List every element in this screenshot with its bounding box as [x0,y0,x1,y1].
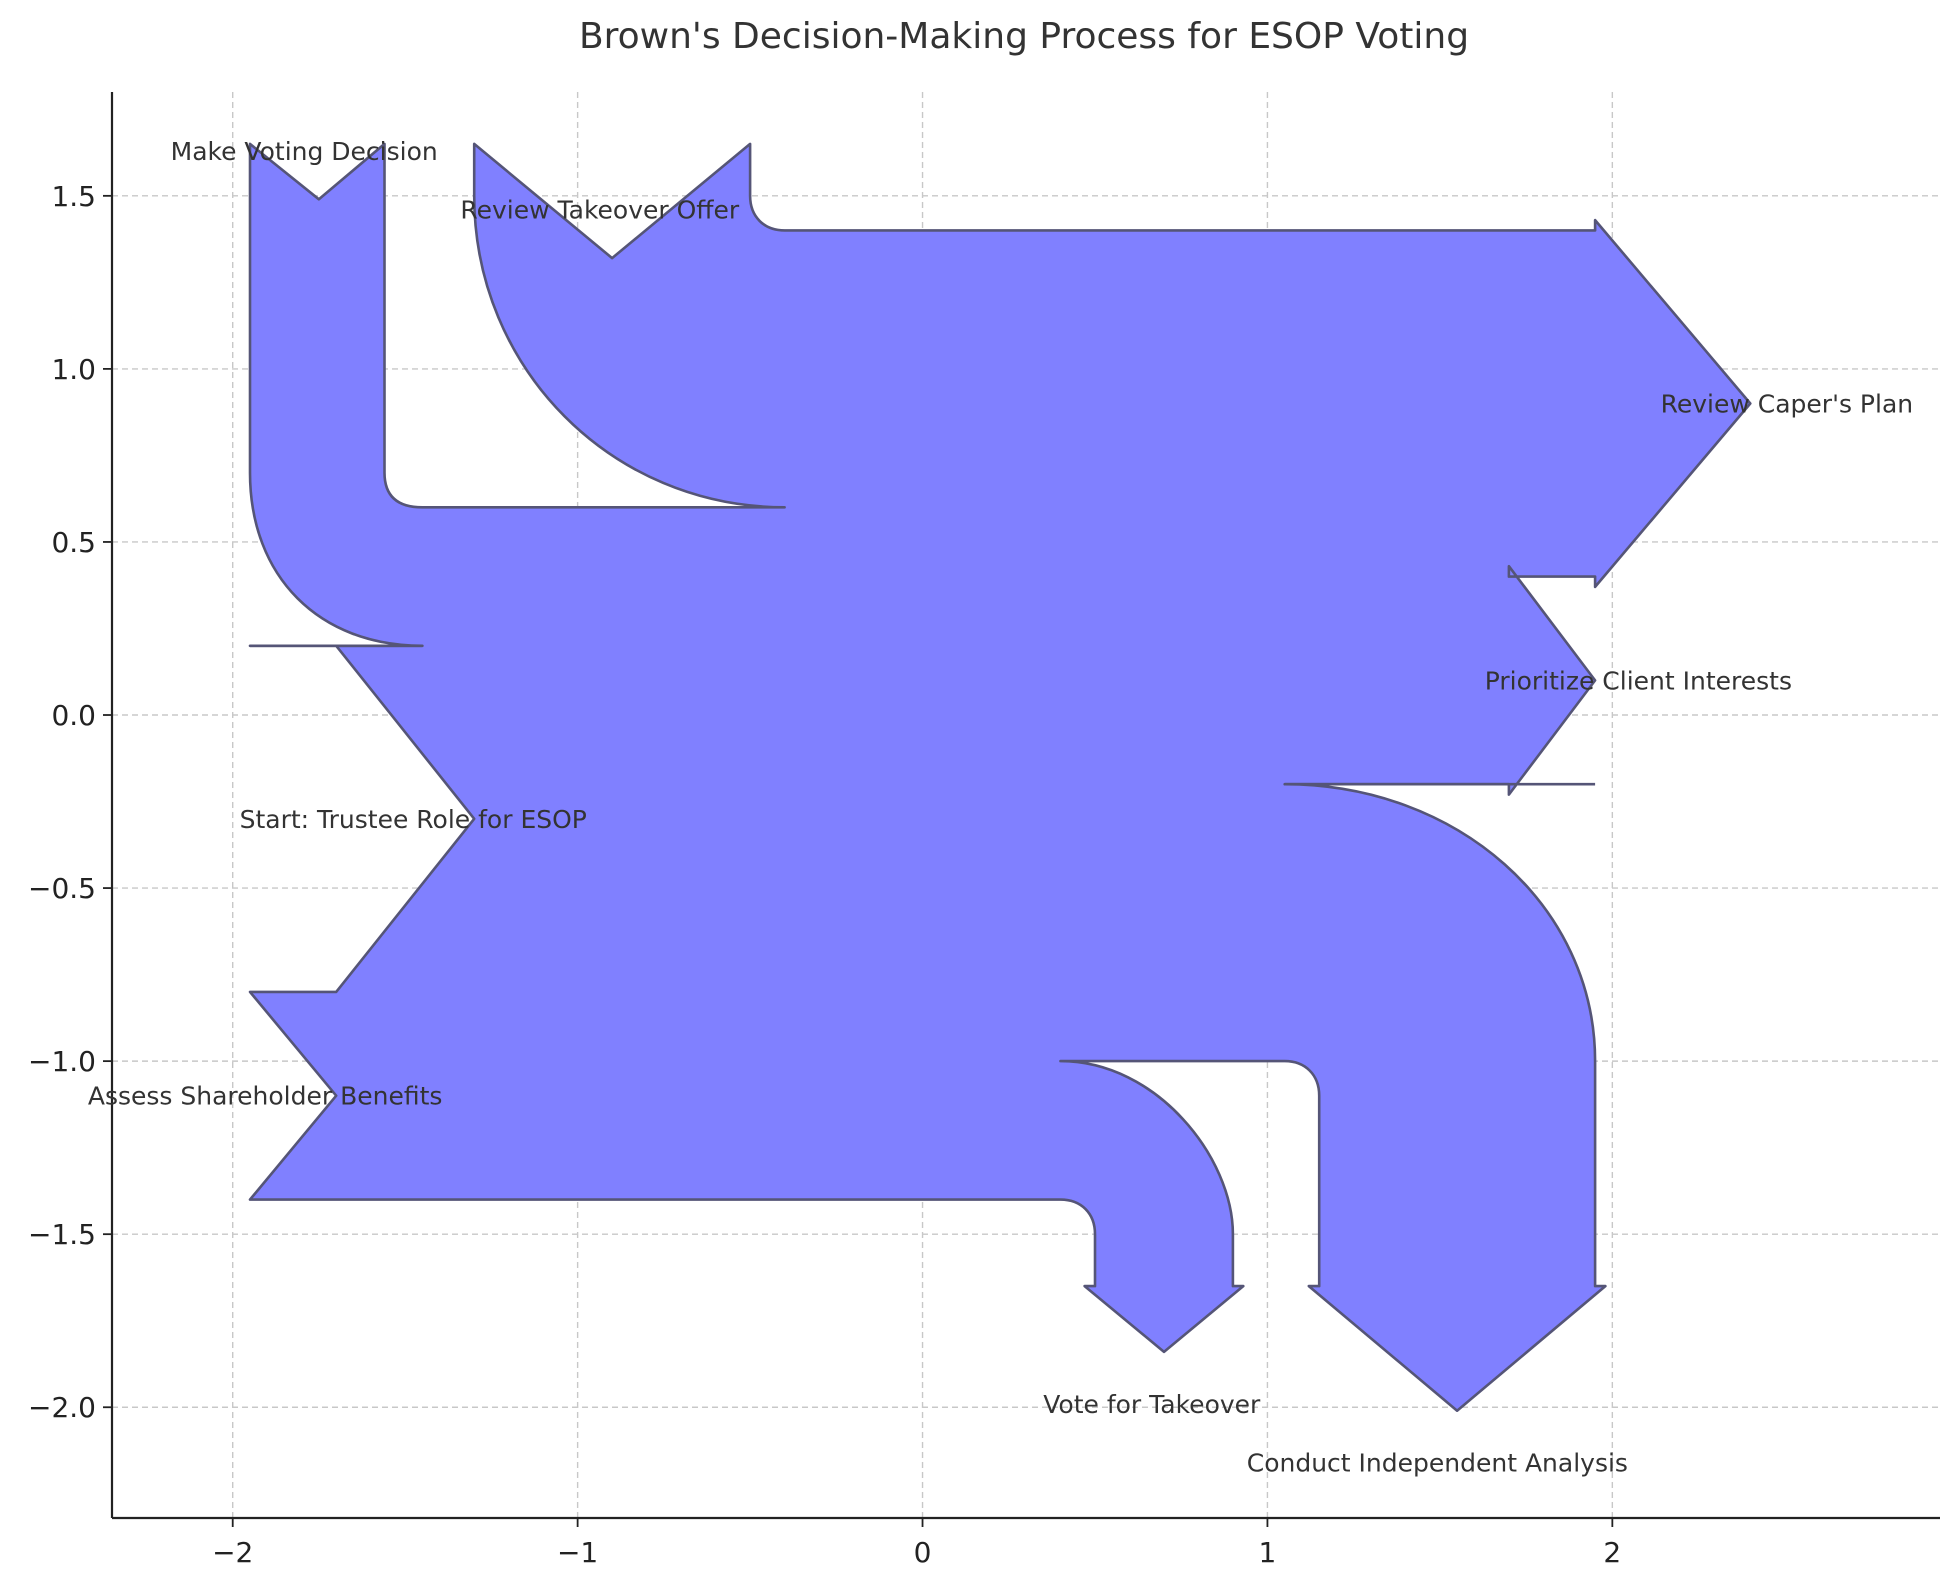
y-tick-label-7: −2.0 [28,1391,96,1424]
flow-label-0: Start: Trustee Role for ESOP [240,805,587,834]
flow-label-7: Conduct Independent Analysis [1247,1449,1628,1478]
flow-label-3: Prioritize Client Interests [1485,666,1792,695]
x-tick-label-0: −2 [212,1536,253,1569]
flow-label-1: Assess Shareholder Benefits [88,1082,443,1111]
flow-label-4: Review Takeover Offer [460,196,740,225]
flow-label-2: Review Caper's Plan [1661,390,1913,419]
y-tick-label-0: 1.5 [51,180,96,213]
flow-label-6: Vote for Takeover [1043,1390,1261,1419]
y-tick-label-3: 0.0 [51,699,96,732]
y-tick-label-5: −1.0 [28,1045,96,1078]
x-tick-label-3: 1 [1259,1536,1277,1569]
flow-labels: Start: Trustee Role for ESOP Assess Share… [88,137,1913,1478]
flow-label-5: Make Voting Decision [171,137,438,166]
y-tick-label-2: 0.5 [51,526,96,559]
y-tick-label-6: −1.5 [28,1218,96,1251]
x-tick-label-2: 0 [914,1536,932,1569]
axes: −2 −1 0 1 2 1.5 1.0 0.5 0.0 −0.5 −1.0 −1.5 −2.0 [28,92,1940,1569]
flow-diagram [248,142,1752,1412]
sankey-flow-shape [248,142,1752,1412]
y-tick-label-1: 1.0 [51,353,96,386]
x-tick-label-1: −1 [557,1536,598,1569]
chart-title: Brown's Decision-Making Process for ESOP… [579,16,1469,57]
y-tick-label-4: −0.5 [28,872,96,905]
x-tick-label-4: 2 [1603,1536,1621,1569]
